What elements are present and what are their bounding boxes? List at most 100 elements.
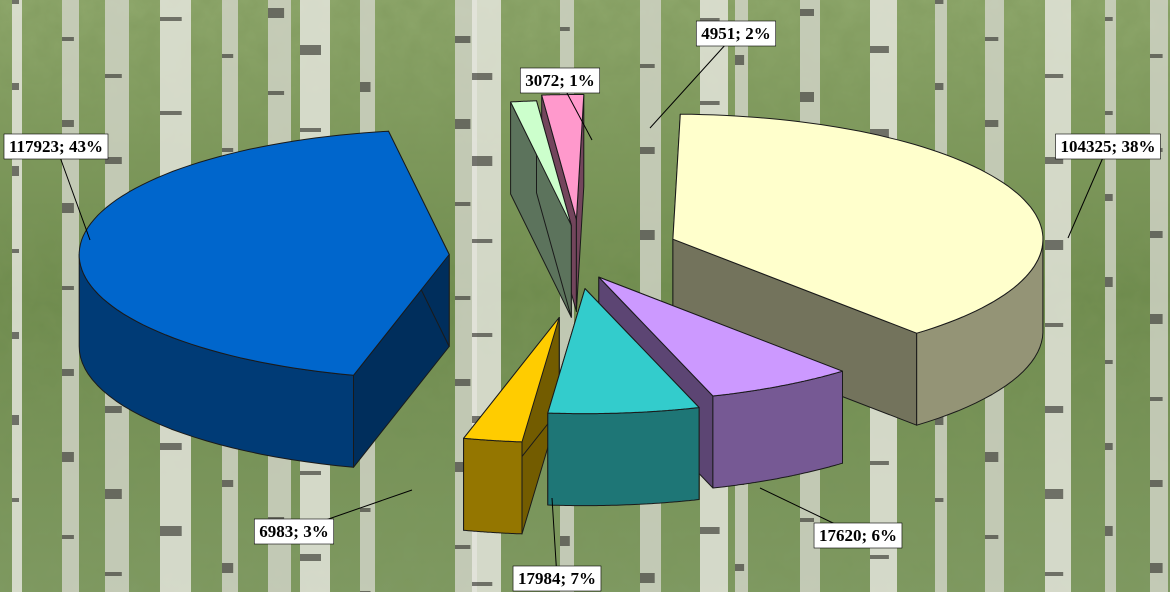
pie-slice <box>78 130 450 468</box>
birch-bark-mark <box>62 203 74 213</box>
data-label: 17620; 6% <box>759 487 903 549</box>
pie-slice <box>547 288 700 507</box>
birch-bark-mark <box>1045 406 1064 413</box>
birch-bark-mark <box>160 17 182 21</box>
data-label-box <box>512 565 602 592</box>
birch-trunk <box>1105 0 1116 592</box>
birch-bark-mark <box>1150 480 1163 487</box>
birch-bark-mark <box>735 564 745 571</box>
leader-line <box>1067 145 1109 239</box>
leader-line <box>649 32 737 129</box>
birch-bark-mark <box>62 286 74 290</box>
birch-bark-mark <box>360 82 371 92</box>
data-label-box <box>253 518 335 545</box>
birch-bark-mark <box>1045 489 1064 499</box>
birch-bark-mark <box>472 582 493 586</box>
data-label: 3072; 1% <box>519 67 601 141</box>
birch-bark-mark <box>300 45 321 55</box>
birch-bark-mark <box>1045 323 1064 327</box>
birch-trunk <box>62 0 79 592</box>
birch-bark-mark <box>222 54 234 58</box>
birch-bark-mark <box>1105 443 1113 450</box>
birch-bark-mark <box>1045 240 1064 250</box>
birch-bark-mark <box>800 9 814 16</box>
data-label-text: 17984; 7% <box>518 569 596 588</box>
birch-bark-mark <box>300 471 321 475</box>
birch-bark-mark <box>472 73 493 80</box>
data-label-text: 4951; 2% <box>701 24 770 43</box>
birch-bark-mark <box>300 554 321 561</box>
birch-trunk <box>12 0 22 592</box>
pie-slice-wall <box>463 437 523 535</box>
birch-bark-mark <box>640 64 655 68</box>
birch-bark-mark <box>12 249 19 253</box>
birch-bark-mark <box>105 489 122 499</box>
birch-bark-mark <box>985 120 999 127</box>
pie-slice-top <box>463 317 560 443</box>
birch-trunk <box>1150 0 1168 592</box>
data-label-box <box>813 522 903 549</box>
birch-bark-mark <box>1105 277 1113 287</box>
birch-bark-mark <box>160 443 182 450</box>
birch-bark-mark <box>472 239 493 243</box>
birch-bark-mark <box>222 563 234 573</box>
birch-bark-mark <box>985 535 999 539</box>
birch-bark-mark <box>268 8 285 18</box>
birch-bark-mark <box>160 111 182 115</box>
birch-bark-mark <box>12 166 19 176</box>
birch-bark-mark <box>1150 314 1163 324</box>
birch-bark-mark <box>105 74 122 78</box>
birch-bark-mark <box>640 147 655 154</box>
data-label-text: 104325; 38% <box>1061 137 1156 156</box>
data-label: 117923; 43% <box>3 133 109 241</box>
pie-slice-top <box>547 288 700 415</box>
birch-bark-mark <box>1045 157 1064 164</box>
birch-bark-mark <box>640 573 655 583</box>
birch-bark-mark <box>870 555 889 559</box>
birch-bark-mark <box>1105 360 1113 364</box>
birch-bark-mark <box>455 545 471 549</box>
pie-slice <box>510 100 572 318</box>
birch-bark-mark <box>985 37 999 41</box>
pie-slice-top <box>598 276 843 397</box>
birch-bark-mark <box>1150 54 1163 58</box>
birch-bark-mark <box>472 333 493 337</box>
leader-line <box>55 145 91 241</box>
birch-bark-mark <box>105 572 122 576</box>
birch-trunk <box>1045 0 1071 592</box>
birch-bark-mark <box>62 37 74 41</box>
birch-bark-mark <box>360 508 371 512</box>
birch-bark-mark <box>700 101 720 105</box>
birch-bark-mark <box>105 406 122 413</box>
birch-bark-mark <box>800 518 814 522</box>
pie-slices <box>78 94 1044 535</box>
birch-bark-mark <box>1150 397 1163 401</box>
birch-bark-mark <box>640 230 655 240</box>
birch-bark-mark <box>62 120 74 127</box>
birch-bark-mark <box>222 148 234 152</box>
birch-bark-mark <box>1105 526 1113 536</box>
birch-bark-mark <box>1105 111 1113 115</box>
birch-bark-mark <box>560 536 570 546</box>
data-label-box <box>1055 133 1161 160</box>
birch-bark-mark <box>455 119 471 129</box>
birch-bark-mark <box>735 55 745 65</box>
birch-bark-mark <box>300 128 321 132</box>
birch-bark-mark <box>700 527 720 534</box>
birch-bark-mark <box>12 498 19 502</box>
birch-bark-mark <box>62 535 74 539</box>
birch-bark-mark <box>800 92 814 102</box>
birch-bark-mark <box>455 296 471 300</box>
birch-bark-mark <box>455 202 471 206</box>
data-label-text: 3072; 1% <box>525 71 594 90</box>
birch-bark-mark <box>12 415 19 425</box>
birch-bark-mark <box>455 462 471 472</box>
pie-labels: 104325; 38% 17620; 6% 17984; 7% 6983; 3% 117… <box>3 20 1161 592</box>
birch-bark-mark <box>870 461 889 465</box>
birch-bark-mark <box>1150 231 1163 238</box>
leader-line <box>551 497 558 579</box>
data-label: 17984; 7% <box>512 497 602 592</box>
pie-slice-top <box>510 100 572 226</box>
data-label: 104325; 38% <box>1055 133 1161 239</box>
